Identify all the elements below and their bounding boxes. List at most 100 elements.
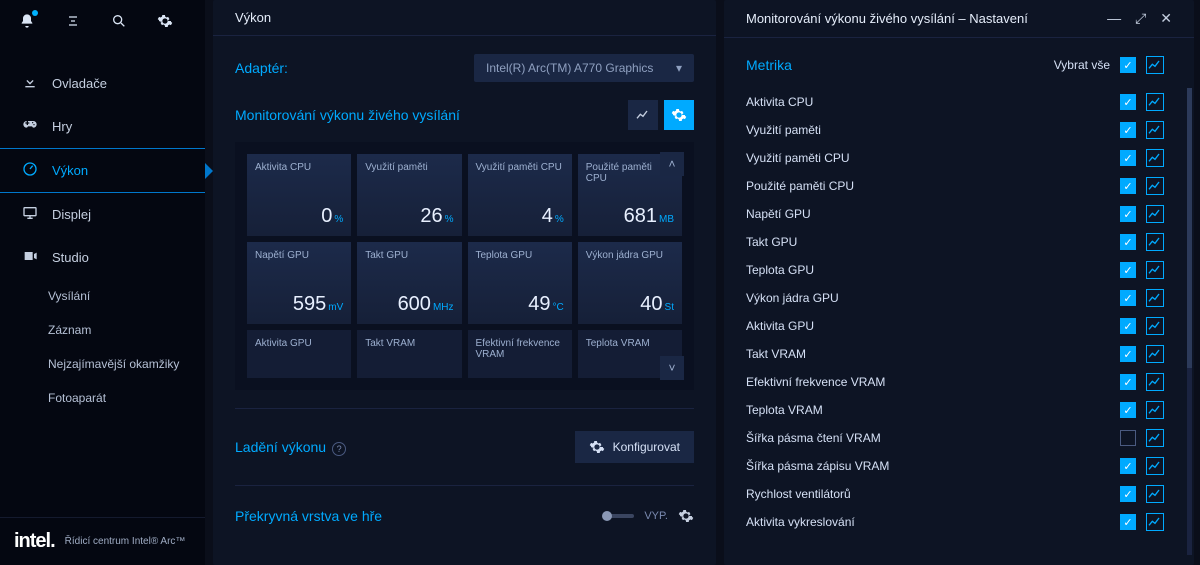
- metric-row: Využití paměti CPU ✓: [746, 144, 1164, 172]
- metric-label: Rychlost ventilátorů: [746, 487, 851, 501]
- metric-tile[interactable]: Napětí GPU595mV: [247, 242, 351, 324]
- tile-value: 681MB: [586, 205, 674, 228]
- metric-checkbox[interactable]: ✓: [1120, 150, 1136, 166]
- metric-checkbox[interactable]: ✓: [1120, 458, 1136, 474]
- nav-item-camera[interactable]: Studio: [0, 236, 205, 279]
- menu-icon[interactable]: [64, 12, 82, 30]
- metric-checkbox[interactable]: ✓: [1120, 374, 1136, 390]
- select-all-chart-icon[interactable]: [1146, 56, 1164, 74]
- scroll-down-button[interactable]: ˅: [660, 356, 684, 380]
- metric-chart-icon[interactable]: [1146, 429, 1164, 447]
- select-all-checkbox[interactable]: ✓: [1120, 57, 1136, 73]
- metric-tile[interactable]: Takt GPU600MHz: [357, 242, 461, 324]
- settings-icon[interactable]: [156, 12, 174, 30]
- overlay-state: VYP.: [644, 510, 668, 522]
- metric-row: Výkon jádra GPU ✓: [746, 284, 1164, 312]
- tile-label: Výkon jádra GPU: [586, 250, 674, 261]
- adapter-dropdown[interactable]: Intel(R) Arc(TM) A770 Graphics ▾: [474, 54, 694, 82]
- tile-label: Takt VRAM: [365, 338, 453, 349]
- metric-tile[interactable]: Výkon jádra GPU40St: [578, 242, 682, 324]
- notifications-icon[interactable]: [18, 12, 36, 30]
- metric-row: Napětí GPU✓: [746, 200, 1164, 228]
- gear-icon: [589, 439, 605, 455]
- metric-chart-icon[interactable]: [1146, 177, 1164, 195]
- metric-chart-icon[interactable]: [1146, 261, 1164, 279]
- metric-tile[interactable]: Aktivita CPU0%: [247, 154, 351, 236]
- metric-label: Použité paměti CPU: [746, 179, 854, 193]
- metric-label: Výkon jádra GPU: [746, 291, 839, 305]
- tile-label: Využití paměti CPU: [476, 162, 564, 173]
- metric-chart-icon[interactable]: [1146, 205, 1164, 223]
- metric-checkbox[interactable]: ✓: [1120, 262, 1136, 278]
- metric-checkbox[interactable]: ✓: [1120, 346, 1136, 362]
- metric-checkbox[interactable]: ✓: [1120, 514, 1136, 530]
- metric-tile[interactable]: Takt VRAM: [357, 330, 461, 378]
- nav-item-gamepad[interactable]: Hry: [0, 105, 205, 148]
- metric-tile[interactable]: Využití paměti 26%: [357, 154, 461, 236]
- gauge-icon: [22, 161, 38, 180]
- metric-checkbox[interactable]: ✓: [1120, 206, 1136, 222]
- metric-chart-icon[interactable]: [1146, 121, 1164, 139]
- help-icon[interactable]: ?: [332, 442, 346, 456]
- metric-tile[interactable]: Efektivní frekvence VRAM: [468, 330, 572, 378]
- metric-chart-icon[interactable]: [1146, 93, 1164, 111]
- nav-sub-item[interactable]: Fotoaparát: [48, 381, 205, 415]
- nav-item-gauge[interactable]: Výkon: [0, 148, 205, 193]
- metric-chart-icon[interactable]: [1146, 373, 1164, 391]
- metric-checkbox[interactable]: ✓: [1120, 290, 1136, 306]
- configure-button[interactable]: Konfigurovat: [575, 431, 694, 463]
- metric-chart-icon[interactable]: [1146, 289, 1164, 307]
- tile-value: 49°C: [476, 293, 564, 316]
- sidebar: OvladačeHry Výkon DisplejStudioVysíláníZáz…: [0, 0, 205, 565]
- nav-sub-item[interactable]: Vysílání: [48, 279, 205, 313]
- overlay-toggle[interactable]: [606, 514, 634, 518]
- metric-row: Šířka pásma čtení VRAM: [746, 424, 1164, 452]
- metric-label: Šířka pásma zápisu VRAM: [746, 459, 889, 473]
- metric-checkbox[interactable]: ✓: [1120, 178, 1136, 194]
- metric-checkbox[interactable]: ✓: [1120, 234, 1136, 250]
- top-icon-bar: [0, 0, 205, 42]
- brand-text: Řídicí centrum Intel® Arc™: [65, 535, 186, 548]
- metric-chart-icon[interactable]: [1146, 401, 1164, 419]
- expand-button[interactable]: ⤢: [1135, 10, 1146, 27]
- metric-chart-icon[interactable]: [1146, 457, 1164, 475]
- tile-label: Využití paměti: [365, 162, 453, 173]
- settings-title: Monitorování výkonu živého vysílání – Na…: [746, 11, 1028, 26]
- chart-toggle-button[interactable]: [628, 100, 658, 130]
- metric-row: Teplota GPU ✓: [746, 256, 1164, 284]
- overlay-settings-icon[interactable]: [678, 508, 694, 524]
- metric-checkbox[interactable]: ✓: [1120, 122, 1136, 138]
- panel-title: Výkon: [213, 0, 716, 36]
- metric-tile[interactable]: Aktivita GPU: [247, 330, 351, 378]
- nav-sub-item[interactable]: Nejzajímavější okamžiky: [48, 347, 205, 381]
- nav-label: Výkon: [52, 163, 88, 178]
- metric-label: Využití paměti CPU: [746, 151, 850, 165]
- metric-checkbox[interactable]: ✓: [1120, 94, 1136, 110]
- metric-chart-icon[interactable]: [1146, 149, 1164, 167]
- metric-chart-icon[interactable]: [1146, 513, 1164, 531]
- tile-value: 26%: [365, 205, 453, 228]
- monitoring-settings-button[interactable]: [664, 100, 694, 130]
- metric-checkbox[interactable]: ✓: [1120, 402, 1136, 418]
- scrollbar[interactable]: [1187, 88, 1192, 555]
- metric-label: Teplota GPU: [746, 263, 814, 277]
- metric-checkbox[interactable]: [1120, 430, 1136, 446]
- metric-chart-icon[interactable]: [1146, 317, 1164, 335]
- metric-label: Teplota VRAM: [746, 403, 823, 417]
- scroll-up-button[interactable]: ˄: [660, 152, 684, 176]
- metric-row: Rychlost ventilátorů ✓: [746, 480, 1164, 508]
- nav-item-monitor[interactable]: Displej: [0, 193, 205, 236]
- minimize-button[interactable]: —: [1107, 10, 1121, 27]
- metric-tile[interactable]: Teplota GPU49°C: [468, 242, 572, 324]
- metric-checkbox[interactable]: ✓: [1120, 318, 1136, 334]
- metric-chart-icon[interactable]: [1146, 233, 1164, 251]
- metric-label: Využití paměti: [746, 123, 821, 137]
- metric-chart-icon[interactable]: [1146, 485, 1164, 503]
- search-icon[interactable]: [110, 12, 128, 30]
- metric-tile[interactable]: Využití paměti CPU4%: [468, 154, 572, 236]
- metric-checkbox[interactable]: ✓: [1120, 486, 1136, 502]
- metric-chart-icon[interactable]: [1146, 345, 1164, 363]
- nav-sub-item[interactable]: Záznam: [48, 313, 205, 347]
- close-button[interactable]: ✕: [1160, 10, 1172, 27]
- nav-item-download[interactable]: Ovladače: [0, 62, 205, 105]
